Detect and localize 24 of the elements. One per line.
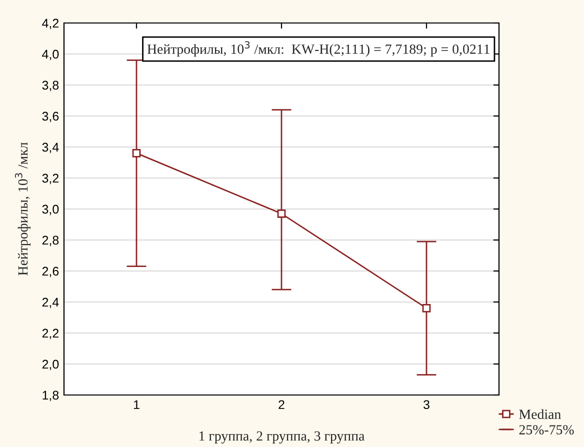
text: 25%-75% bbox=[519, 425, 574, 434]
y-tick-label: 3,0 bbox=[42, 204, 59, 216]
y-tick-label: 3,8 bbox=[42, 80, 59, 92]
y-tick-label: 2,2 bbox=[42, 328, 59, 340]
y-tick-label: 3,2 bbox=[42, 174, 59, 184]
point bbox=[277, 209, 286, 218]
y-axis-title: Нейтрофилы, 10$^{3}$ /мкл bbox=[14, 142, 30, 276]
point bbox=[422, 304, 431, 312]
y-tick-label: 3,4 bbox=[42, 142, 59, 154]
y-tick-label: 4,2 bbox=[42, 18, 59, 30]
x-tick-label: 1 bbox=[134, 400, 140, 409]
x-tick-label: 2 bbox=[278, 400, 284, 409]
y-tick-label: 3,6 bbox=[42, 112, 59, 122]
annotation: Нейтрофилы, 10$^{3}$ /мкл: KW-H(2;111) = 7,7189; p = 0,0211 bbox=[147, 41, 490, 57]
y-tick-label: 2,0 bbox=[42, 360, 59, 370]
y-tick-label: 1,8 bbox=[42, 390, 59, 402]
point bbox=[132, 149, 141, 158]
legend-label: Median bbox=[519, 409, 561, 419]
y-tick-label: 2,8 bbox=[42, 236, 59, 246]
y-tick-label: 2,6 bbox=[42, 266, 59, 278]
y-tick-label: 4,0 bbox=[42, 50, 59, 60]
x-axis-title: 1 группа, 2 группа, 3 группа bbox=[200, 431, 365, 444]
y-tick-label: 2,4 bbox=[42, 298, 59, 308]
x-tick-label: 3 bbox=[424, 400, 430, 410]
